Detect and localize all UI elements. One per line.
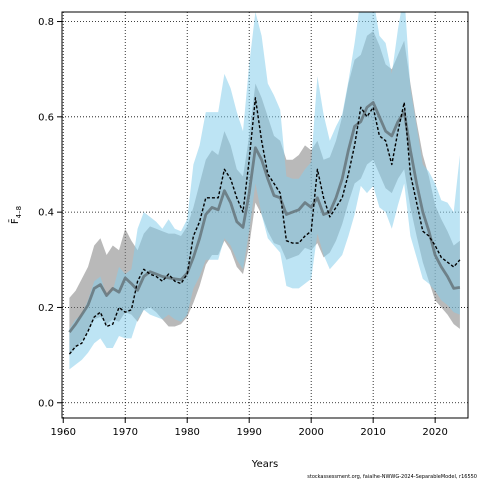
- y-tick-label: 0.4: [38, 208, 54, 219]
- y-axis-label-sub: 4–8: [15, 206, 23, 218]
- x-axis-label: Years: [251, 459, 278, 470]
- series-line-2: [68, 97, 461, 355]
- y-tick-label: 0.6: [38, 112, 54, 123]
- x-tick-label: 2010: [360, 427, 385, 438]
- x-tick-label: 2020: [422, 427, 447, 438]
- series-lines: [68, 97, 461, 355]
- x-tick-label: 1980: [174, 427, 199, 438]
- series-line-1: [68, 101, 461, 334]
- x-tick-label: 2000: [298, 427, 323, 438]
- x-tick-label: 1970: [112, 427, 137, 438]
- x-tick-label: 1960: [51, 427, 76, 438]
- confidence-band-2: [69, 12, 460, 370]
- y-axis-label-main: F̄: [8, 218, 21, 224]
- y-tick-label: 0.2: [38, 303, 54, 314]
- y-axis-label: F̄4–8: [8, 206, 23, 224]
- y-tick-label: 0.0: [38, 398, 54, 409]
- x-tick-label: 1990: [236, 427, 261, 438]
- x-axis: 1960 1970 1980 1990 2000 2010 2020: [51, 418, 448, 438]
- credit-text: stockassessment.org, faialhe-NWWG-2024-S…: [307, 474, 477, 480]
- plot-frame: [61, 11, 469, 419]
- y-tick-label: 0.8: [38, 17, 54, 28]
- confidence-bands: [69, 12, 460, 370]
- y-axis: 0.0 0.2 0.4 0.6 0.8: [38, 17, 62, 409]
